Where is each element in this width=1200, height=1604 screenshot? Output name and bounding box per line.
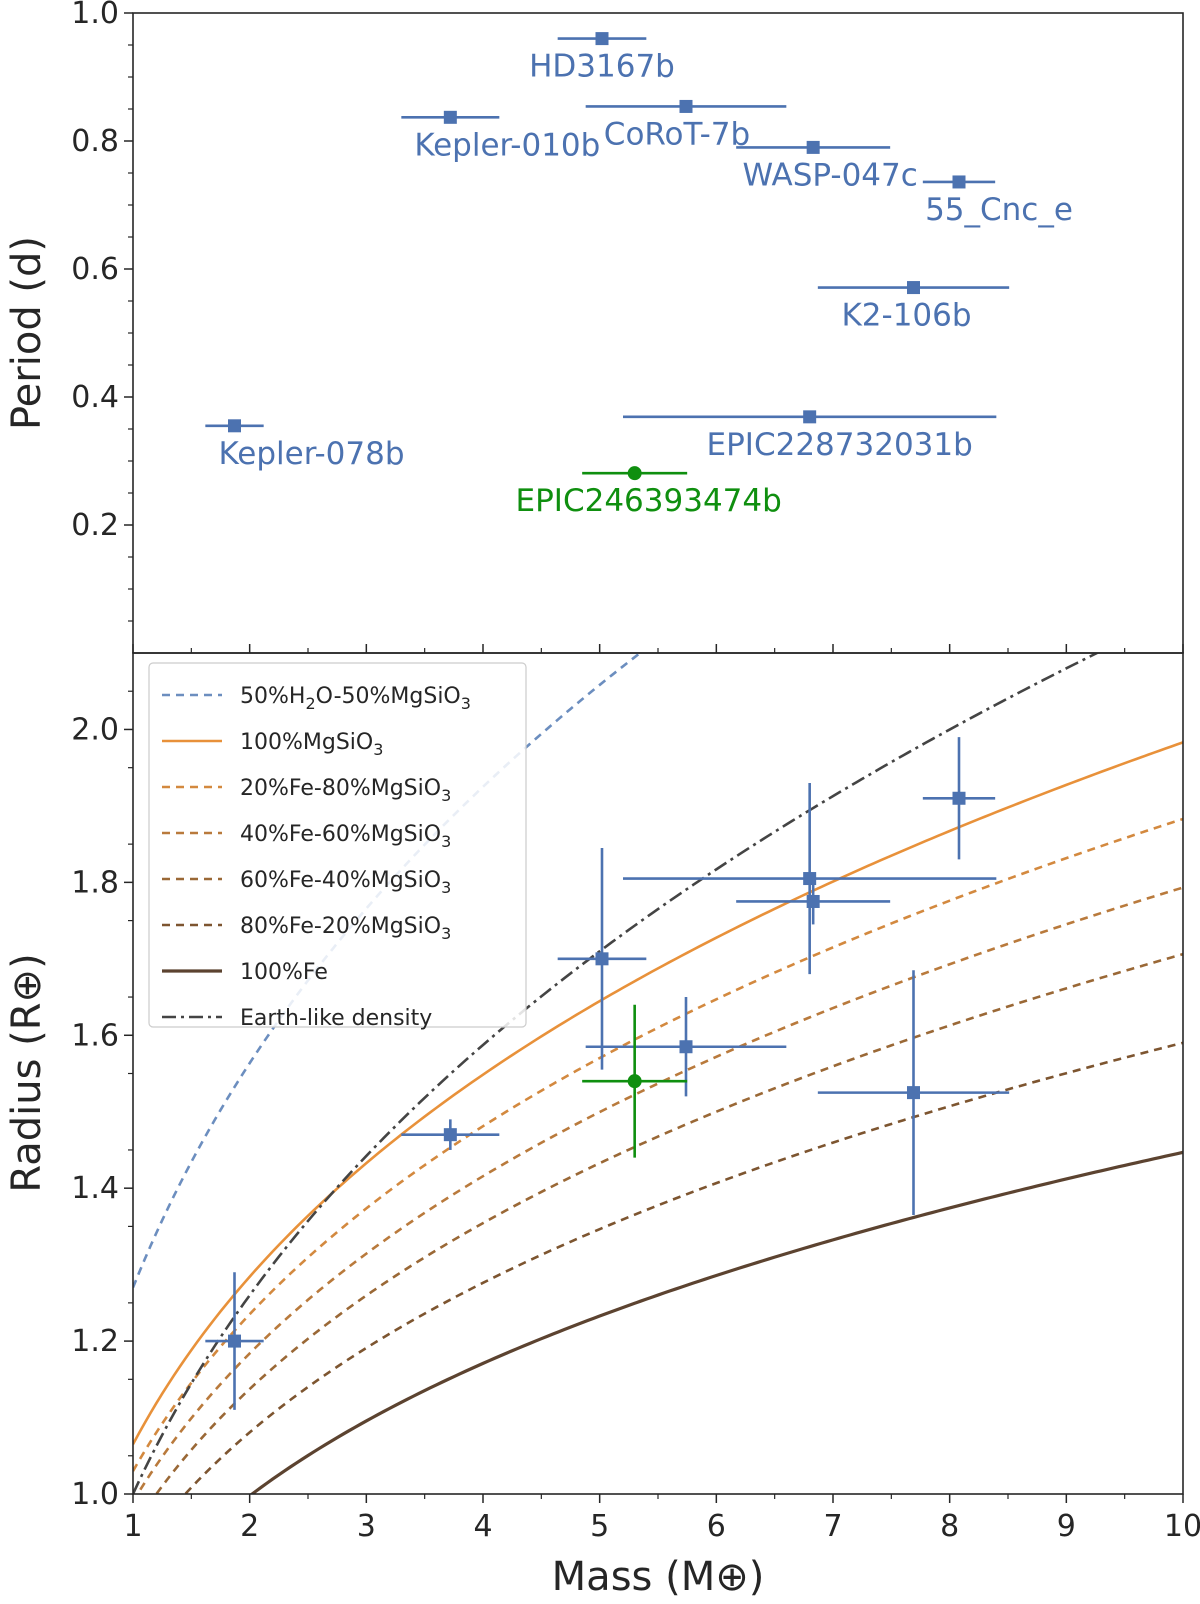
legend-label: 50%H2O-50%MgSiO3 (240, 684, 471, 713)
bottom-x-tick-label: 4 (473, 1509, 492, 1544)
legend-label: 60%Fe-40%MgSiO3 (240, 868, 451, 897)
planet-label: WASP-047c (743, 157, 918, 193)
top-data-point (595, 32, 609, 46)
model-curve-4 (136, 886, 1183, 1494)
bottom-x-tick-label: 7 (823, 1509, 842, 1544)
bottom-x-tick-label: 10 (1164, 1509, 1200, 1544)
planet-label: EPIC246393474b (516, 483, 782, 519)
bottom-data-point (595, 952, 609, 966)
planet-label: CoRoT-7b (604, 116, 750, 152)
legend-subscript: 3 (441, 832, 451, 851)
legend-text-part: 100%Fe (240, 960, 328, 985)
model-curve-2 (133, 741, 1183, 1445)
model-curve-8 (133, 653, 1100, 1494)
planet-label: EPIC228732031b (707, 427, 973, 463)
planet-label: K2-106b (841, 298, 971, 334)
legend-text-part: 60%Fe-40%MgSiO (240, 868, 441, 893)
legend-label: 100%Fe (240, 960, 328, 985)
bottom-x-tick-label: 6 (707, 1509, 726, 1544)
top-data-point (228, 419, 241, 433)
top-data-point (627, 466, 642, 481)
legend-subscript: 2 (305, 694, 315, 713)
bottom-data-point (627, 1074, 642, 1089)
bottom-x-tick-label: 1 (123, 1509, 142, 1544)
legend-subscript: 3 (441, 878, 451, 897)
bottom-y-tick-label: 2.0 (71, 712, 119, 747)
legend-label: 80%Fe-20%MgSiO3 (240, 914, 451, 943)
bottom-x-tick-label: 3 (357, 1509, 376, 1544)
top-panel: HD3167b Kepler-010b CoRoT-7b WASP-047c55_Cn… (71, 0, 1184, 654)
top-y-tick-label: 0.6 (71, 252, 119, 287)
top-y-axis-title: Period (d) (4, 236, 50, 430)
top-data-point (952, 175, 966, 189)
legend-text-part: 40%Fe-60%MgSiO (240, 822, 441, 847)
bottom-data-point (679, 1040, 693, 1054)
bottom-y-tick-label: 1.2 (71, 1324, 119, 1359)
legend-subscript: 3 (461, 694, 471, 713)
bottom-y-tick-label: 1.8 (71, 865, 119, 900)
bottom-x-tick-label: 8 (940, 1509, 959, 1544)
top-data-point (803, 410, 817, 424)
legend-text-part: Earth-like density (240, 1006, 432, 1031)
legend-subscript: 3 (441, 786, 451, 805)
legend-label: 40%Fe-60%MgSiO3 (240, 822, 451, 851)
top-data-point (443, 110, 457, 124)
legend-text-part: 20%Fe-80%MgSiO (240, 776, 441, 801)
bottom-y-tick-label: 1.0 (71, 1477, 119, 1512)
top-y-tick-label: 0.2 (71, 508, 119, 543)
legend-subscript: 3 (441, 924, 451, 943)
top-y-tick-label: 0.8 (71, 124, 119, 159)
bottom-x-tick-label: 9 (1057, 1509, 1076, 1544)
bottom-data-point (228, 1334, 241, 1348)
top-data-point (907, 281, 920, 295)
legend-label: 20%Fe-80%MgSiO3 (240, 776, 451, 805)
planet-label: 55_Cnc_e (925, 192, 1073, 228)
legend-label: Earth-like density (240, 1006, 432, 1031)
model-curve-7 (249, 1150, 1183, 1494)
legend-text-part: O-50%MgSiO (316, 684, 461, 709)
planet-label: HD3167b (529, 49, 675, 85)
top-y-tick-label: 0.4 (71, 380, 119, 415)
bottom-data-point (443, 1128, 457, 1142)
legend-box (148, 662, 527, 1028)
model-curve-5 (154, 952, 1183, 1494)
bottom-panel: 1.0 1.2 1.4 1.6 1.8 2.0 1 2 3 4 5 6 7 8 9 10 (71, 652, 1200, 1544)
planet-label: Kepler-010b (414, 127, 600, 163)
bottom-y-tick-label: 1.6 (71, 1018, 119, 1053)
legend-subscript: 3 (373, 740, 383, 759)
bottom-y-axis-title: Radius (R⊕) (4, 953, 50, 1192)
bottom-y-tick-label: 1.4 (71, 1171, 119, 1206)
legend-text-part: 50%H (240, 684, 305, 709)
top-data-point (806, 140, 820, 154)
bottom-data-point (806, 894, 820, 908)
legend-text-part: 80%Fe-20%MgSiO (240, 914, 441, 939)
legend: 50%H2O-50%MgSiO3100%MgSiO320%Fe-80%MgSiO… (148, 662, 527, 1031)
model-curve-6 (183, 1041, 1183, 1494)
top-data-point (679, 99, 693, 113)
top-y-tick-label: 1.0 (71, 0, 119, 31)
planet-label: Kepler-078b (218, 436, 404, 472)
legend-label: 100%MgSiO3 (240, 730, 383, 759)
legend-text-part: 100%MgSiO (240, 730, 373, 755)
top-panel-frame (132, 12, 1184, 654)
bottom-x-tick-label: 5 (590, 1509, 609, 1544)
bottom-x-tick-label: 2 (240, 1509, 259, 1544)
bottom-data-point (907, 1086, 920, 1100)
bottom-data-point (952, 791, 966, 805)
x-axis-title: Mass (M⊕) (552, 1554, 765, 1600)
